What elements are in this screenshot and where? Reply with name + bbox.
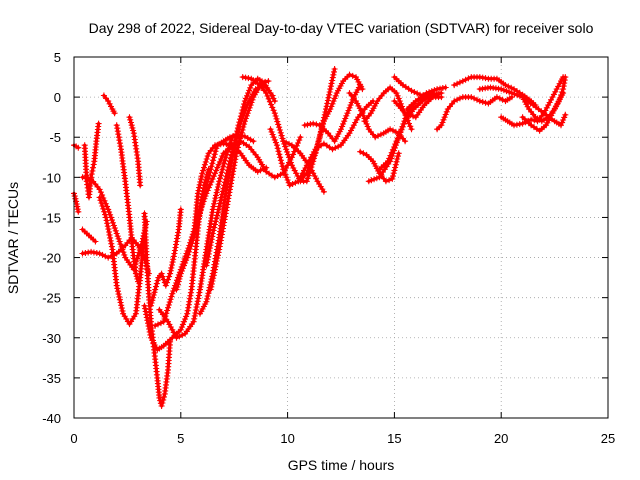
y-tick-label: -5 — [49, 130, 61, 145]
plot-frame — [73, 56, 609, 419]
x-tick-label: 0 — [70, 431, 77, 446]
series-markers — [203, 82, 276, 269]
y-tick-label: 5 — [54, 50, 61, 65]
y-axis-label: SDTVAR / TECUs — [5, 182, 21, 294]
y-tick-label: 0 — [54, 90, 61, 105]
series-markers — [197, 75, 278, 317]
series-pass-2 — [71, 190, 82, 215]
series-pass-13 — [147, 206, 184, 309]
series-markers — [451, 74, 539, 109]
x-tick-label: 10 — [280, 431, 294, 446]
series-trace — [435, 95, 514, 131]
grid-lines — [74, 57, 608, 418]
y-tick-label: -40 — [42, 411, 61, 426]
series-pass-18 — [197, 75, 278, 317]
series-markers — [207, 78, 272, 293]
series-markers — [404, 84, 449, 113]
series-markers — [190, 140, 270, 241]
y-tick-label: -20 — [42, 251, 61, 266]
x-tick-label: 20 — [494, 431, 508, 446]
x-tick-label: 15 — [387, 431, 401, 446]
series-markers — [126, 114, 144, 189]
y-tick-label: -25 — [42, 291, 61, 306]
series-markers — [141, 210, 174, 409]
series-trace — [204, 83, 275, 268]
x-axis-label: GPS time / hours — [288, 457, 395, 473]
series-markers — [434, 94, 515, 133]
series-pass-15 — [156, 134, 236, 341]
series-pass-7 — [96, 194, 148, 328]
series-pass-10 — [126, 114, 144, 189]
series-markers — [295, 71, 366, 185]
series-markers — [100, 92, 118, 117]
series-pass-17 — [190, 140, 270, 241]
series-pass-25 — [295, 71, 366, 185]
series-pass-11 — [141, 210, 174, 409]
series-pass-8 — [100, 92, 118, 117]
series-markers — [391, 94, 445, 121]
axis-ticks — [73, 56, 609, 419]
series-pass-39 — [519, 90, 567, 125]
axis-tick-labels: 0 5 10 15 20 25 -40 -35 -30 -25 -20 -15 -10 -5 0 5 — [42, 50, 615, 446]
series-markers — [301, 82, 364, 145]
y-tick-label: -30 — [42, 331, 61, 346]
series-pass-3 — [79, 226, 99, 245]
series-markers — [519, 90, 567, 125]
x-tick-label: 25 — [601, 431, 615, 446]
series-pass-34 — [434, 94, 515, 133]
series-pass-23 — [280, 138, 327, 195]
series-pass-1 — [71, 142, 82, 151]
y-tick-label: -10 — [42, 170, 61, 185]
chart-title: Day 298 of 2022, Sidereal Day-to-day VTE… — [89, 20, 594, 36]
y-tick-label: -35 — [42, 371, 61, 386]
series-pass-24 — [301, 82, 364, 145]
series-pass-33 — [404, 84, 449, 113]
series-pass-28 — [357, 148, 402, 185]
y-tick-label: -15 — [42, 210, 61, 225]
x-tick-label: 5 — [177, 431, 184, 446]
series-markers — [156, 134, 236, 341]
data-series — [71, 66, 569, 409]
series-pass-9 — [113, 122, 142, 285]
series-markers — [79, 226, 99, 245]
series-markers — [71, 142, 82, 151]
series-markers — [147, 206, 184, 309]
series-markers — [113, 122, 142, 285]
series-markers — [96, 194, 148, 328]
series-pass-27 — [361, 84, 415, 133]
